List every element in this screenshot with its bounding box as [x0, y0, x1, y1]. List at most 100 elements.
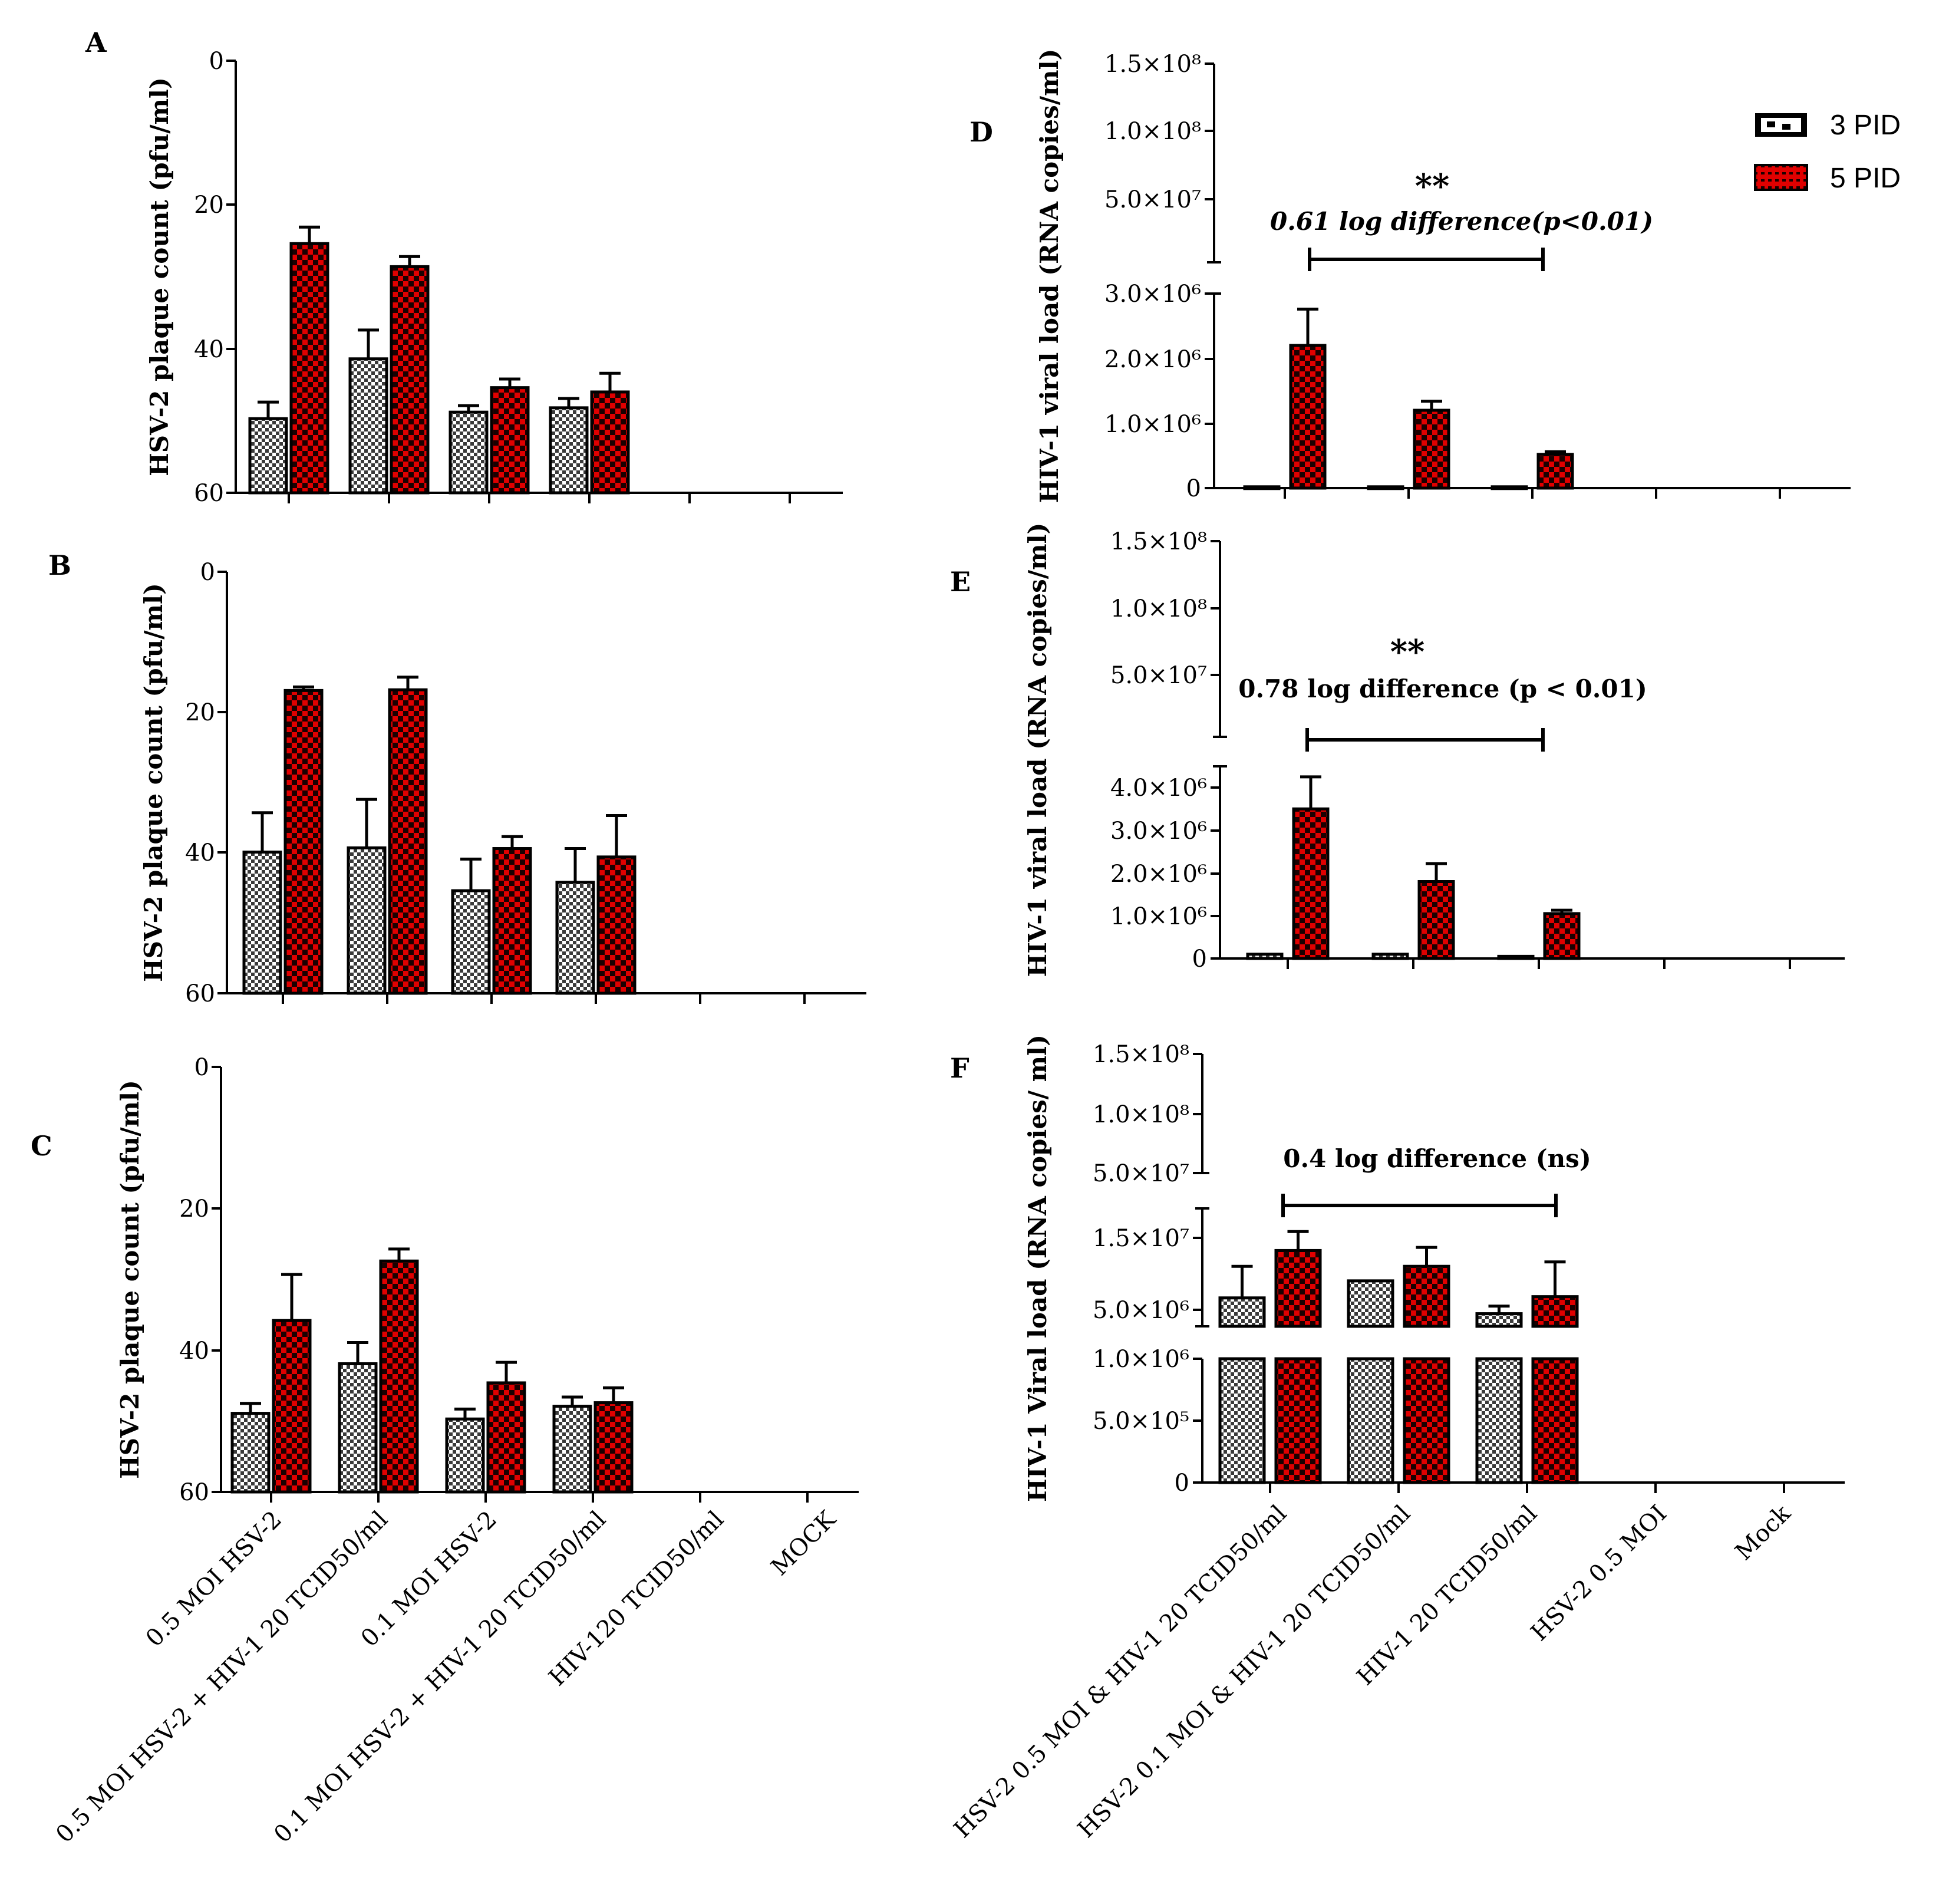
legend-label-3pid: 3 PID	[1830, 110, 1901, 141]
y-tick-label: 60	[179, 1479, 209, 1506]
y-tick-label: 20	[179, 1195, 209, 1223]
bar-3pid	[1371, 953, 1409, 960]
y-tick-label: 3.0×10⁶	[1104, 281, 1201, 308]
bar-5pid	[390, 265, 430, 495]
bar-3pid	[555, 881, 595, 995]
significance-text: 0.61 log difference(p<0.01)	[1270, 207, 1653, 236]
bar-3pid	[1243, 485, 1281, 490]
panel-d: 0 1.0×10⁶ 2.0×10⁶ 3.0×10⁶ 5.0×10⁷ 1.0×10⁸ 1.5×…	[1035, 49, 1851, 503]
bar-5pid	[492, 847, 532, 995]
x-category-label: Mock	[1730, 1500, 1796, 1566]
bar-3pid-lower	[1347, 1357, 1394, 1484]
bar-3pid	[242, 850, 282, 995]
bar-5pid	[1274, 1249, 1322, 1328]
bar-3pid	[552, 1405, 592, 1494]
y-tick-label: 20	[185, 699, 215, 726]
bar-3pid-lower	[1218, 1357, 1266, 1484]
y-tick-label: 1.5×10⁷	[1093, 1225, 1189, 1252]
bar-3pid	[451, 889, 491, 995]
legend: 3 PID 5 PID	[1754, 110, 1901, 194]
significance-stars: **	[1390, 633, 1425, 671]
y-tick-label: 5.0×10⁶	[1093, 1297, 1189, 1324]
y-tick-label: 60	[185, 980, 215, 1007]
bar-5pid	[289, 242, 329, 495]
y-tick-label: 40	[194, 336, 224, 363]
y-tick-label: 1.0×10⁸	[1104, 118, 1201, 145]
bar-3pid	[230, 1412, 271, 1494]
y-tick-label: 5.0×10⁷	[1110, 662, 1207, 689]
bar-5pid	[283, 689, 324, 995]
y-tick-label: 1.5×10⁸	[1093, 1041, 1189, 1068]
legend-label-5pid: 5 PID	[1830, 163, 1901, 194]
bar-5pid-lower	[1274, 1357, 1322, 1484]
bar-5pid	[490, 386, 530, 495]
panel-c: 0 20 40 60 HSV-2 plaque count (pfu/ml)	[116, 1054, 859, 1506]
y-axis-title: HSV-2 plaque count (pfu/ml)	[139, 583, 168, 982]
bar-5pid	[590, 390, 630, 495]
bar-5pid-lower	[1531, 1357, 1579, 1484]
significance-text: 0.4 log difference (ns)	[1283, 1144, 1591, 1173]
bar-3pid	[1497, 954, 1535, 960]
panel-a: 0 20 40 60 HSV-2 plaque count (pfu/ml)	[145, 48, 843, 507]
bar-5pid	[379, 1259, 419, 1494]
y-tick-label: 2.0×10⁶	[1110, 861, 1207, 888]
panel-f: 0 5.0×10⁵ 1.0×10⁶ 5.0×10⁶ 1.5×10⁷ 5.0×10⁷ 1.0×…	[1023, 1035, 1845, 1502]
bar-5pid	[1543, 912, 1581, 960]
panel-b: 0 20 40 60 HSV-2 plaque count (pfu/ml)	[139, 559, 866, 1007]
bar-3pid-lower	[1475, 1357, 1523, 1484]
bar-5pid	[388, 688, 428, 995]
y-axis-title: HIV-1 viral load (RNA copies/ml)	[1035, 49, 1064, 503]
y-tick-label: 20	[194, 192, 224, 219]
y-tick-label: 40	[179, 1338, 209, 1365]
y-tick-label: 0	[1192, 946, 1207, 973]
y-tick-label: 1.0×10⁸	[1093, 1101, 1189, 1128]
bar-3pid	[1347, 1279, 1394, 1328]
bar-3pid	[1475, 1312, 1523, 1328]
y-tick-label: 1.5×10⁸	[1110, 528, 1207, 555]
bar-5pid	[1413, 409, 1450, 490]
y-tick-label: 1.0×10⁸	[1110, 595, 1207, 622]
panel-label-f: F	[950, 1052, 970, 1084]
y-axis-title: HIV-1 Viral load (RNA copies/ ml)	[1023, 1035, 1052, 1502]
bar-3pid	[1246, 953, 1284, 960]
bar-5pid	[596, 855, 637, 995]
panel-label-b: B	[48, 549, 71, 581]
x-category-label: HSV-2 0.5 MOI	[1526, 1500, 1672, 1646]
y-tick-label: 5.0×10⁷	[1093, 1160, 1189, 1187]
bar-5pid	[1417, 880, 1455, 960]
bar-5pid	[486, 1381, 526, 1494]
y-axis-title: HIV-1 viral load (RNA copies/ml)	[1023, 523, 1052, 977]
bar-5pid	[1536, 453, 1574, 490]
y-tick-label: 60	[194, 480, 224, 507]
bar-5pid-lower	[1403, 1357, 1450, 1484]
bar-3pid	[449, 410, 489, 495]
legend-swatch-5pid	[1754, 164, 1808, 191]
y-tick-label: 40	[185, 839, 215, 867]
bar-3pid	[338, 1362, 378, 1494]
y-axis-title: HSV-2 plaque count (pfu/ml)	[116, 1080, 144, 1479]
y-tick-label: 1.0×10⁶	[1093, 1346, 1189, 1373]
bar-3pid	[1218, 1296, 1266, 1328]
bar-3pid	[1367, 485, 1404, 490]
bar-3pid	[348, 357, 388, 495]
bar-5pid	[593, 1401, 634, 1494]
y-tick-label: 0	[200, 559, 215, 586]
bar-5pid	[1292, 807, 1330, 960]
panel-label-a: A	[85, 27, 107, 58]
bar-3pid	[445, 1417, 485, 1494]
y-tick-label: 3.0×10⁶	[1110, 818, 1207, 845]
charts-layer: 0 20 40 60 HSV-2 plaque count (pfu/ml) 0 20 40 6…	[51, 48, 1851, 1848]
y-tick-label: 0	[209, 48, 224, 75]
y-tick-label: 1.0×10⁶	[1110, 903, 1207, 930]
panel-label-c: C	[31, 1130, 52, 1162]
bar-3pid	[549, 406, 589, 495]
bar-5pid	[1531, 1295, 1579, 1328]
bar-3pid	[1490, 485, 1528, 490]
bar-3pid	[347, 846, 387, 995]
panel-label-d: D	[970, 116, 993, 148]
y-tick-label: 2.0×10⁶	[1104, 346, 1201, 373]
y-tick-label: 0	[194, 1054, 209, 1081]
significance-text: 0.78 log difference (p < 0.01)	[1238, 674, 1647, 703]
significance-stars: **	[1415, 167, 1450, 206]
